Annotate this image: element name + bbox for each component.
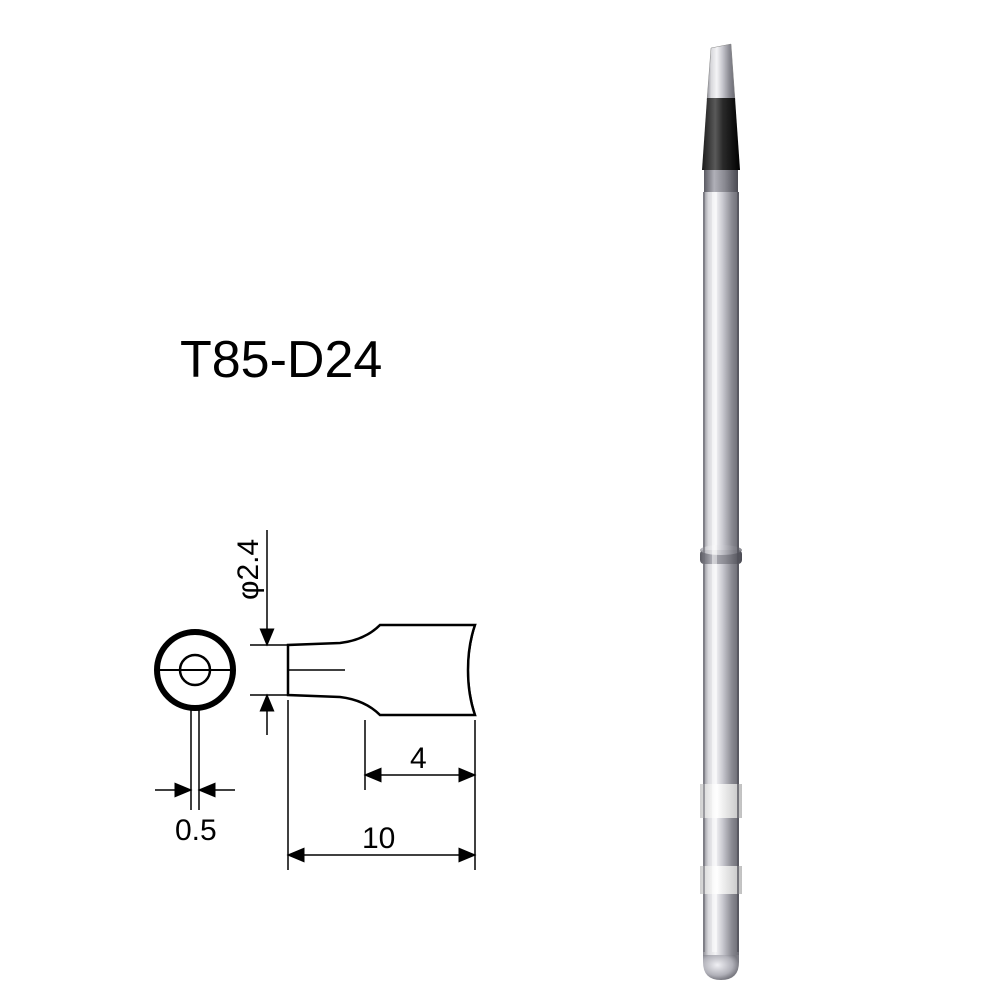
- dim-shoulder-length: 4: [410, 742, 427, 775]
- dim-diameter: φ2.4: [232, 539, 265, 600]
- product-render: [700, 44, 742, 980]
- front-view: 0.5: [155, 632, 235, 847]
- dim-tip-length: 10: [362, 822, 395, 855]
- side-view: φ2.4 4 10: [232, 530, 475, 870]
- dim-tip-thickness: 0.5: [175, 814, 217, 847]
- technical-drawing: 0.5 φ2.4 4 10: [0, 0, 1000, 1000]
